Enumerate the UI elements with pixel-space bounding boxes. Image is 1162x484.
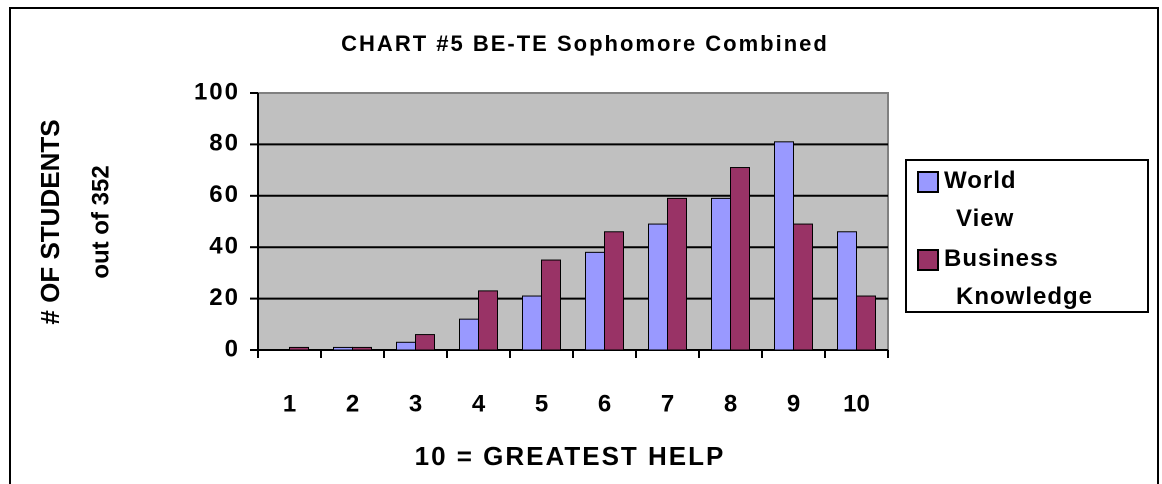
y-tick-label: 20	[209, 284, 240, 311]
bar	[415, 334, 435, 351]
bar	[648, 223, 668, 351]
bar	[541, 259, 561, 351]
bar	[837, 231, 857, 351]
x-tick-label: 4	[472, 390, 486, 417]
y-tick-label: 60	[209, 181, 240, 208]
x-tick-label: 8	[724, 390, 737, 417]
y-axis-label: # OF STUDENTS	[35, 119, 65, 324]
bar	[333, 346, 353, 351]
legend-swatch	[917, 249, 939, 271]
legend-label: Business Knowledge	[944, 245, 1093, 310]
bar	[774, 141, 794, 351]
y-tick-label: 0	[225, 335, 240, 362]
x-tick-label: 5	[535, 390, 548, 417]
y-tick-label: 100	[194, 78, 240, 105]
bar	[352, 346, 372, 351]
x-axis-label: 10 = GREATEST HELP	[415, 441, 726, 471]
legend	[905, 159, 1149, 313]
bar	[289, 346, 309, 351]
bar	[522, 295, 542, 351]
x-tick-label: 2	[346, 390, 359, 417]
bar	[478, 290, 498, 351]
y-tick-label: 80	[209, 130, 240, 157]
bar	[711, 197, 731, 351]
bar	[667, 197, 687, 351]
legend-label-line: Business	[944, 245, 1059, 272]
legend-label-line: Knowledge	[956, 283, 1093, 310]
bar	[730, 167, 750, 351]
x-tick-label: 3	[409, 390, 422, 417]
legend-swatch	[917, 171, 939, 193]
chart-title: CHART #5 BE-TE Sophomore Combined	[341, 31, 829, 56]
legend-label: World View	[944, 167, 1017, 232]
legend-label-line: View	[956, 205, 1014, 232]
bar	[856, 295, 876, 351]
x-tick-label: 7	[661, 390, 674, 417]
x-tick-label: 6	[598, 390, 611, 417]
x-tick-label: 1	[283, 390, 296, 417]
y-tick-label: 40	[209, 233, 240, 260]
bar	[793, 223, 813, 351]
x-tick-label: 10	[843, 390, 870, 417]
y-axis-label: out of 352	[87, 165, 114, 278]
bar	[604, 231, 624, 351]
bar	[585, 251, 605, 351]
x-tick-label: 9	[787, 390, 800, 417]
bar	[459, 318, 479, 351]
legend-label-line: World	[944, 167, 1017, 194]
bar	[396, 341, 416, 351]
